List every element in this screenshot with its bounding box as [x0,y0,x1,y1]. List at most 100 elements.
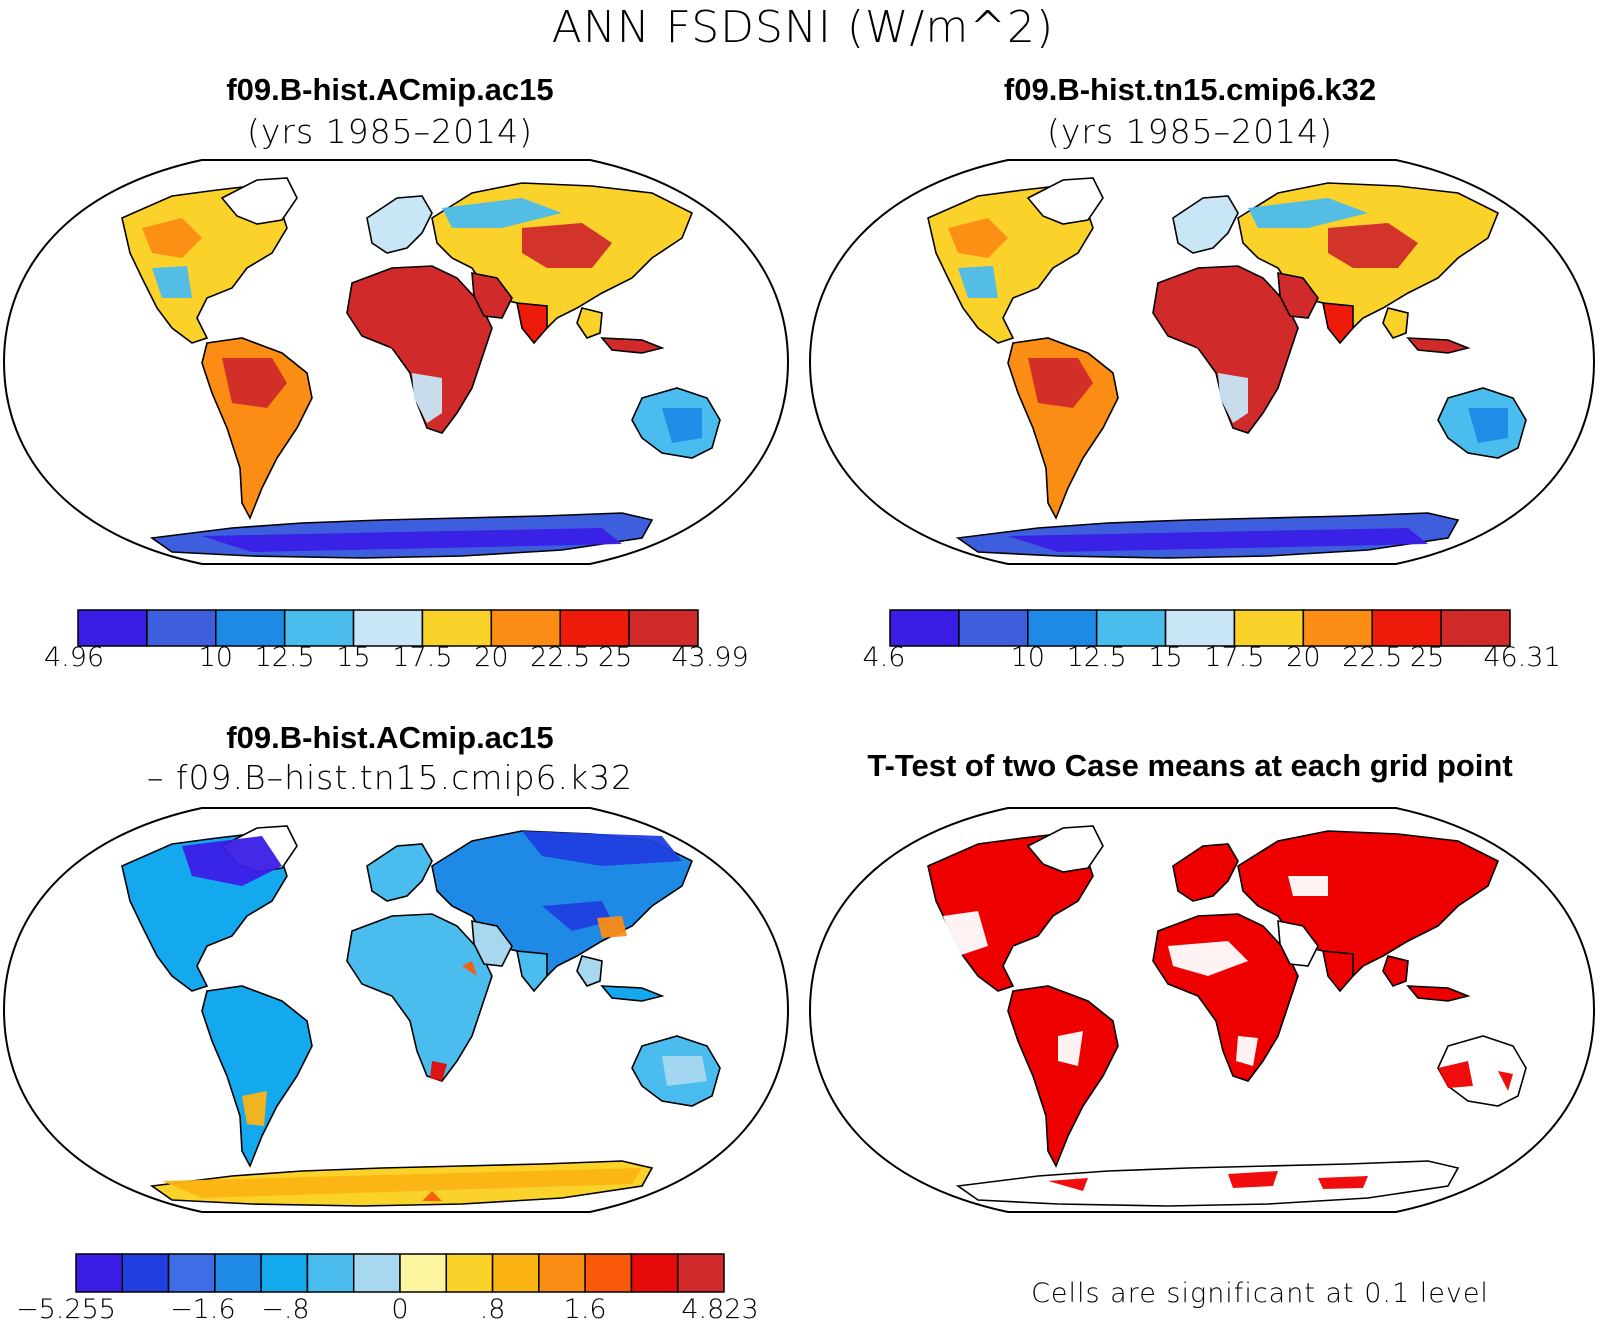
field-patch [1178,288,1258,358]
colorbar-box [889,609,960,647]
map-frame [2,159,790,565]
land-africa [346,913,493,1082]
main-title: ANN FSDSNI (W/m^2) [551,2,1055,53]
field-patch [1248,198,1368,228]
panel-3-title: f09.B-hist.ACmip.ac15 [226,720,554,755]
land-indonesia [1406,337,1471,354]
field-patch [1236,1036,1258,1066]
field-patch [943,911,988,956]
field-patch [382,936,452,981]
field-patch [522,831,682,866]
panel-4-title: T-Test of two Case means at each grid po… [867,748,1513,783]
colorbar-box [1440,609,1511,647]
colorbar-box [676,1253,725,1293]
field-patch [162,1168,642,1198]
colorbar-box [421,609,493,647]
colorbar-panel-2: 4.6 10 12.5 15 17.5 20 22.5 25 46.31 [863,609,1561,673]
field-patch [372,288,452,358]
map-frame [808,159,1596,565]
colorbar-box [1233,609,1305,647]
field-patch [542,901,612,931]
colorbar-box [77,609,148,647]
colorbar-box [630,1253,679,1293]
colorbar-box [399,1253,448,1293]
field-patch [422,1191,442,1201]
colorbar-tick-label: −1.6 [170,1294,236,1324]
colorbar-box [538,1253,586,1293]
colorbar-box [214,1253,262,1293]
colorbar-tick-label: 17.5 [392,642,452,673]
colorbar-panel-3: −5.255 −1.6 −.8 0 .8 1.6 4.823 [16,1253,759,1324]
field-patch [958,266,998,298]
colorbar-box [146,609,217,647]
colorbar-tick-label: 25 [598,642,632,673]
field-patch [182,836,282,886]
land-indonesia [600,337,665,354]
land-southAmerica [201,985,313,1168]
land-greenland [1026,177,1104,225]
field-patch [152,266,192,298]
field-patch [1008,528,1428,552]
land-greenland [1026,825,1104,873]
field-patch [430,1061,447,1081]
colorbar-tick-label: 17.5 [1204,642,1264,673]
land-europe [366,843,433,902]
colorbar-tick-label: 10 [199,642,233,673]
land-arabia [1277,272,1319,319]
map-panel-2 [808,159,1596,565]
land-india [516,302,548,345]
panel-1-subtitle: (yrs 1985–2014) [247,112,533,151]
colorbar-box [559,609,630,647]
colorbar-box [490,609,561,647]
colorbar-tick-label: 4.823 [681,1294,758,1324]
land-europe [1172,843,1239,902]
colorbar-box [283,609,355,647]
field-patch [1318,1176,1368,1189]
field-patch [462,961,477,976]
colorbar-box [445,1253,494,1293]
colorbar-box [1095,609,1167,647]
field-patch [1468,408,1508,443]
map-panel-3 [2,807,790,1213]
colorbar-tick-label: −5.255 [16,1294,116,1324]
field-patch [242,1091,267,1126]
field-patch [597,916,627,938]
panel-2-subtitle: (yrs 1985–2014) [1047,112,1333,151]
colorbar-box [628,609,699,647]
field-patch [522,223,612,268]
land-antarctica [955,1160,1460,1207]
colorbar-tick-label: 25 [1410,642,1444,673]
field-patch [202,528,622,552]
land-indonesia [600,985,665,1002]
field-patch [1288,876,1328,896]
colorbar-tick-label: 12.5 [1067,642,1127,673]
map-panel-1 [2,159,790,565]
colorbar-tick-label: 20 [1286,642,1320,673]
colorbar-tick-label: .8 [480,1294,506,1324]
field-patch [222,358,287,408]
land-seAsia [576,307,603,339]
colorbar-tick-label: 0 [391,1294,408,1324]
land-southAmerica [1007,985,1119,1168]
colorbar-box [1302,609,1373,647]
land-arabia [471,920,513,967]
colorbar-tick-label: −.8 [261,1294,309,1324]
field-patch [142,218,202,258]
field-patch [412,373,442,423]
colorbar-box [1164,609,1236,647]
colorbar-box [215,609,286,647]
field-patch [1048,1178,1088,1191]
colorbar-tick-label: 10 [1011,642,1045,673]
colorbar-box [1371,609,1442,647]
colorbar-box [167,1253,216,1293]
colorbar-tick-label: 43.99 [671,642,748,673]
field-patch [1328,223,1418,268]
panel-1-title: f09.B-hist.ACmip.ac15 [226,72,554,107]
colorbar-tick-label: 20 [474,642,508,673]
colorbar-tick-label: 22.5 [1342,642,1402,673]
field-patch [1438,1061,1473,1088]
colorbar-tick-label: 4.6 [863,642,906,673]
colorbar-box [306,1253,355,1293]
colorbar-tick-label: 4.96 [44,642,104,673]
map-frame [808,807,1596,1213]
